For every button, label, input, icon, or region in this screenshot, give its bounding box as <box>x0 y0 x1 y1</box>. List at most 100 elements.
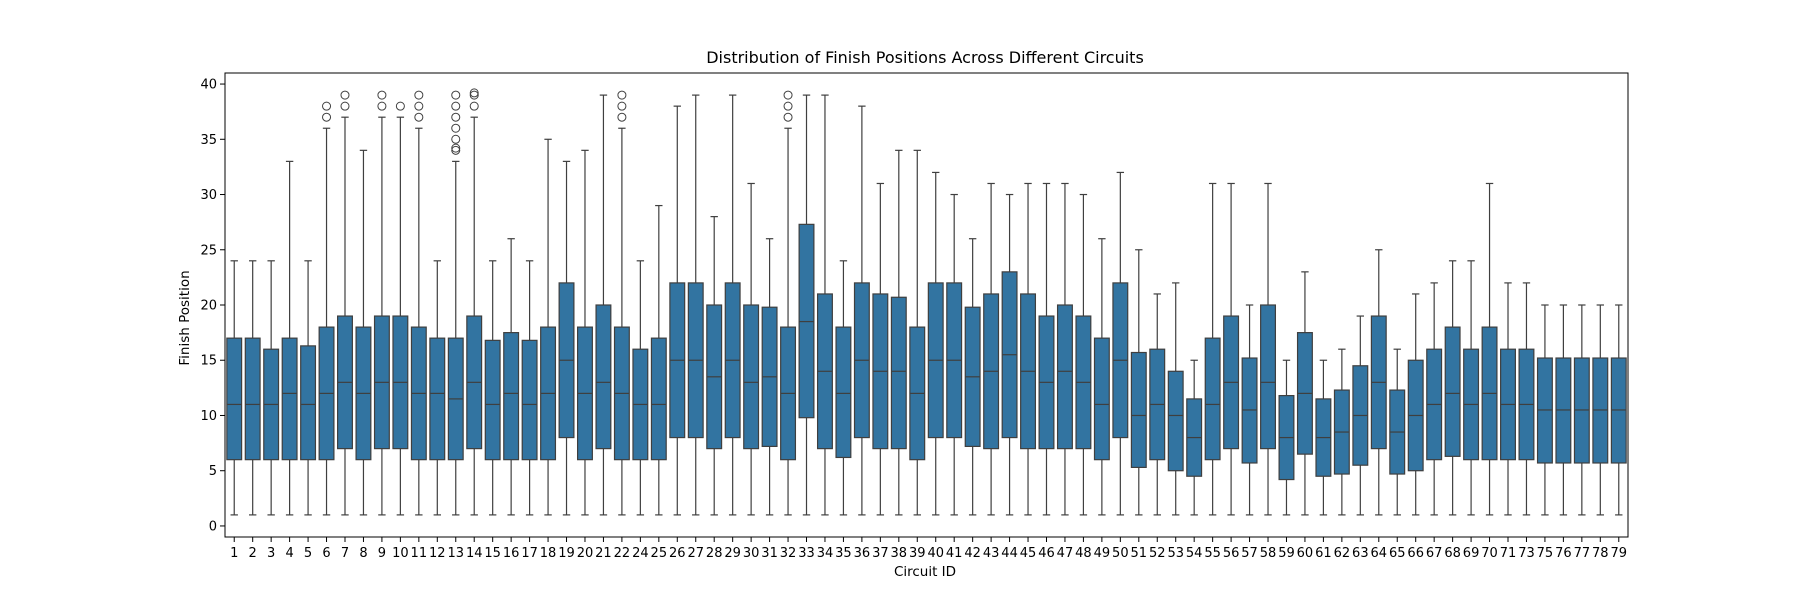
x-tick-label: 46 <box>1038 546 1055 561</box>
x-axis-title: Circuit ID <box>894 564 956 580</box>
x-tick-label: 56 <box>1223 546 1240 561</box>
y-axis-title: Finish Position <box>177 270 193 365</box>
x-tick-label: 34 <box>817 546 834 561</box>
x-tick-label: 79 <box>1610 546 1627 561</box>
x-tick-label: 61 <box>1315 546 1332 561</box>
box-iqr <box>300 345 317 461</box>
x-tick-label: 43 <box>983 546 1000 561</box>
outlier-point <box>377 90 387 100</box>
x-tick-label: 54 <box>1186 546 1203 561</box>
x-tick-label: 5 <box>304 546 312 561</box>
x-tick-label: 65 <box>1389 546 1406 561</box>
outlier-point <box>322 112 332 122</box>
outlier-point <box>395 101 405 111</box>
y-tick-label: 5 <box>209 464 217 479</box>
outlier-point <box>617 90 627 100</box>
x-tick-label: 67 <box>1426 546 1443 561</box>
y-tick-label: 0 <box>209 519 217 534</box>
x-tick-label: 2 <box>249 546 257 561</box>
x-tick-label: 38 <box>891 546 908 561</box>
x-tick-label: 35 <box>835 546 852 561</box>
x-tick-label: 11 <box>411 546 428 561</box>
outlier-point <box>414 90 424 100</box>
outlier-point <box>414 112 424 122</box>
x-tick-label: 40 <box>927 546 944 561</box>
box-iqr <box>1093 337 1110 461</box>
x-tick-label: 28 <box>706 546 723 561</box>
x-tick-label: 25 <box>651 546 668 561</box>
x-tick-label: 76 <box>1555 546 1572 561</box>
box-iqr <box>595 304 612 450</box>
y-tick-label: 25 <box>200 243 217 258</box>
x-tick-label: 21 <box>595 546 612 561</box>
outlier-point <box>617 112 627 122</box>
x-tick-label: 70 <box>1481 546 1498 561</box>
x-tick-label: 75 <box>1537 546 1554 561</box>
x-tick-label: 17 <box>521 546 538 561</box>
x-tick-label: 16 <box>503 546 520 561</box>
outlier-point <box>451 101 461 111</box>
box-iqr <box>226 337 243 461</box>
box-iqr <box>1167 370 1184 472</box>
box-iqr <box>484 339 501 461</box>
x-tick-label: 48 <box>1075 546 1092 561</box>
outlier-point <box>414 101 424 111</box>
x-tick-label: 7 <box>341 546 349 561</box>
x-tick-label: 8 <box>359 546 367 561</box>
y-tick-label: 35 <box>200 133 217 148</box>
x-tick-label: 45 <box>1020 546 1037 561</box>
box-iqr <box>244 337 261 461</box>
x-tick-label: 73 <box>1518 546 1535 561</box>
outlier-point <box>469 90 479 100</box>
outlier-point <box>340 90 350 100</box>
x-tick-label: 39 <box>909 546 926 561</box>
outlier-point <box>783 112 793 122</box>
x-tick-label: 18 <box>540 546 557 561</box>
x-tick-label: 60 <box>1297 546 1314 561</box>
outlier-point <box>617 101 627 111</box>
x-tick-label: 52 <box>1149 546 1166 561</box>
x-tick-label: 71 <box>1500 546 1517 561</box>
outlier-point <box>451 90 461 100</box>
x-tick-label: 66 <box>1407 546 1424 561</box>
x-tick-label: 9 <box>378 546 386 561</box>
x-tick-label: 12 <box>429 546 446 561</box>
outlier-point <box>451 112 461 122</box>
axes-frame <box>224 72 1629 538</box>
x-tick-label: 62 <box>1334 546 1351 561</box>
x-tick-label: 15 <box>484 546 501 561</box>
outlier-point <box>783 90 793 100</box>
x-tick-label: 42 <box>964 546 981 561</box>
outlier-point <box>451 143 461 153</box>
x-tick-label: 13 <box>447 546 464 561</box>
x-tick-label: 31 <box>761 546 778 561</box>
outlier-point <box>451 134 461 144</box>
x-tick-label: 47 <box>1057 546 1074 561</box>
y-tick-label: 10 <box>200 409 217 424</box>
x-tick-label: 32 <box>780 546 797 561</box>
box-iqr <box>1130 351 1147 469</box>
x-tick-label: 29 <box>724 546 741 561</box>
x-tick-label: 77 <box>1574 546 1591 561</box>
outlier-point <box>469 88 479 98</box>
x-tick-label: 27 <box>687 546 704 561</box>
x-tick-label: 1 <box>230 546 238 561</box>
x-tick-label: 14 <box>466 546 483 561</box>
x-tick-label: 50 <box>1112 546 1129 561</box>
x-tick-label: 64 <box>1371 546 1388 561</box>
x-tick-label: 78 <box>1592 546 1609 561</box>
x-tick-label: 41 <box>946 546 963 561</box>
box-iqr <box>1444 326 1461 457</box>
x-tick-label: 63 <box>1352 546 1369 561</box>
box-iqr <box>650 337 667 461</box>
box-iqr <box>1260 304 1277 450</box>
x-tick-label: 33 <box>798 546 815 561</box>
x-tick-label: 57 <box>1241 546 1258 561</box>
x-tick-label: 4 <box>285 546 293 561</box>
box-iqr <box>743 304 760 450</box>
outlier-point <box>322 101 332 111</box>
box-iqr <box>521 339 538 461</box>
x-tick-label: 36 <box>854 546 871 561</box>
